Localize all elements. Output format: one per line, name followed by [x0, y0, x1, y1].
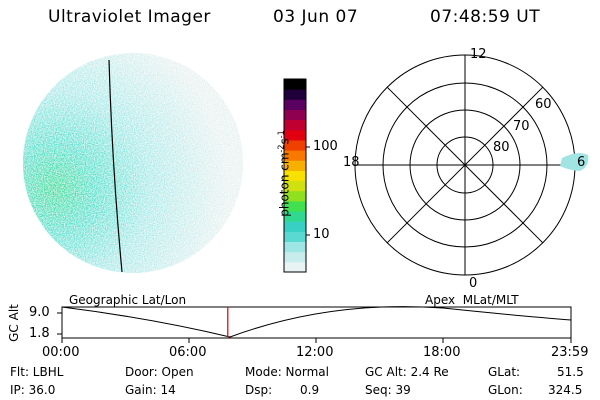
- x-tick-label-1200: 12:00: [296, 345, 334, 360]
- x-tick-label-0600: 06:00: [169, 345, 207, 360]
- timeline-x-ticks: [61, 338, 572, 343]
- timeline-plot: [57, 306, 572, 343]
- diagonal-line-2: [386, 86, 544, 244]
- colorbar: [284, 79, 306, 273]
- colorbar-tick-label-100: 100: [313, 139, 338, 154]
- info-glon-value: 324.5: [548, 383, 583, 397]
- altitude-curve: [61, 306, 572, 338]
- colorbar-unit-label: photon cm-2s-1: [276, 130, 292, 217]
- info-dsp-value: 0.9: [300, 383, 320, 397]
- x-tick-label-0000: 00:00: [42, 345, 80, 360]
- colorbar-segment: [284, 221, 306, 232]
- colorbar-tick-label-10: 10: [313, 227, 330, 242]
- instrument-title: Ultraviolet Imager: [48, 7, 211, 27]
- colorbar-segment: [284, 150, 306, 161]
- x-tick-label-1800: 18:00: [423, 345, 461, 360]
- info-filter: Flt: LBHL: [10, 365, 64, 379]
- timeline-left-label: Geographic Lat/Lon: [69, 293, 187, 307]
- time-label: 07:48:59 UT: [430, 7, 541, 27]
- colorbar-segment: [284, 261, 306, 273]
- colorbar-segment: [284, 200, 306, 212]
- colorbar-segment: [284, 89, 306, 100]
- date-label: 03 Jun 07: [273, 7, 359, 27]
- x-tick-label-2359: 23:59: [551, 345, 589, 360]
- colorbar-segment: [284, 190, 306, 202]
- y-axis-label: GC Alt: [6, 304, 21, 342]
- timeline-right-label: Apex MLat/MLT: [425, 293, 519, 307]
- colorbar-segment: [284, 170, 306, 182]
- lat-label-70: 70: [513, 119, 530, 134]
- info-gc-alt: GC Alt: 2.4 Re: [365, 365, 449, 379]
- y-tick-label-1_8: 1.8: [29, 326, 50, 341]
- info-mode: Mode: Normal: [245, 365, 329, 379]
- uv-image-disk: [23, 53, 243, 273]
- lat-label-80: 80: [493, 140, 510, 155]
- colorbar-segment: [284, 129, 306, 141]
- colorbar-segment: [284, 109, 306, 121]
- info-glat-value: 51.5: [557, 365, 584, 379]
- info-ip: IP: 36.0: [10, 383, 56, 397]
- colorbar-segment: [284, 231, 306, 243]
- colorbar-segment: [284, 139, 306, 151]
- info-seq: Seq: 39: [365, 383, 411, 397]
- polar-grid: [354, 54, 589, 276]
- info-gain: Gain: 14: [125, 383, 176, 397]
- lat-label-60: 60: [535, 97, 552, 112]
- colorbar-segment: [284, 99, 306, 110]
- colorbar-segment: [284, 211, 306, 222]
- info-dsp-label: Dsp:: [245, 383, 273, 397]
- mlt-label-12: 12: [470, 47, 487, 62]
- terminator-line: [108, 59, 123, 273]
- mlt-label-0: 0: [469, 276, 478, 291]
- y-tick-label-9: 9.0: [29, 305, 50, 320]
- colorbar-segment: [284, 180, 306, 192]
- timeline-frame: [61, 306, 572, 339]
- colorbar-segment: [284, 160, 306, 171]
- info-door: Door: Open: [125, 365, 194, 379]
- colorbar-segment: [284, 79, 306, 90]
- colorbar-segment: [284, 119, 306, 131]
- colorbar-frame: [283, 78, 307, 273]
- mlt-label-6: 6: [577, 155, 586, 170]
- colorbar-segment: [284, 241, 306, 253]
- dawn-emission-patch: [560, 153, 589, 171]
- info-glat-label: GLat:: [488, 365, 521, 379]
- colorbar-segment: [284, 251, 306, 263]
- info-glon-label: GLon:: [488, 383, 523, 397]
- mlt-label-18: 18: [343, 155, 360, 170]
